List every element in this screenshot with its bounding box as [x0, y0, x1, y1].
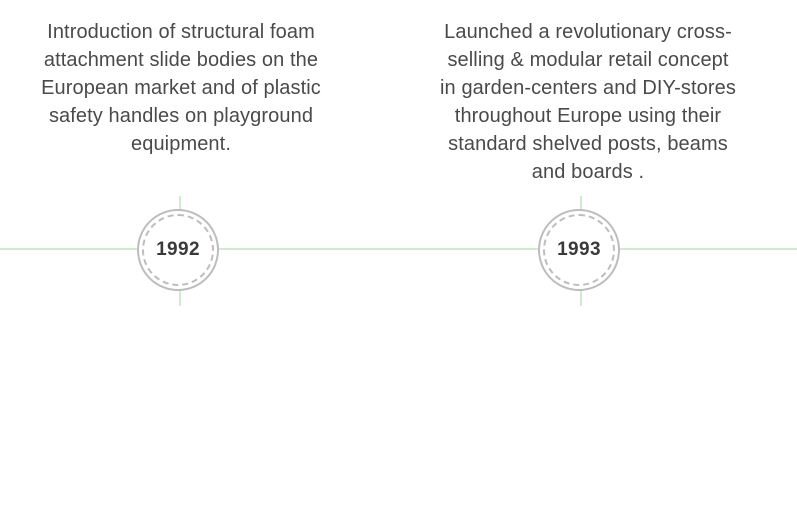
year-label: 1993 — [557, 239, 601, 260]
timeline-event-1993: Launched a revolutionary cross-selling &… — [438, 18, 738, 186]
dashed-ring — [543, 214, 615, 286]
timeline-tick — [179, 288, 181, 306]
year-marker-1992: 1992 — [137, 209, 219, 291]
timeline-tick — [580, 196, 582, 212]
event-description: Introduction of structural foam attachme… — [41, 21, 321, 155]
timeline-line — [0, 248, 797, 250]
event-description: Launched a revolutionary cross-selling &… — [440, 21, 736, 183]
timeline-tick — [580, 288, 582, 306]
timeline-event-1992: Introduction of structural foam attachme… — [31, 18, 331, 158]
dashed-ring — [142, 214, 214, 286]
year-marker-1993: 1993 — [538, 209, 620, 291]
year-label: 1992 — [156, 239, 200, 260]
timeline-tick — [179, 196, 181, 212]
